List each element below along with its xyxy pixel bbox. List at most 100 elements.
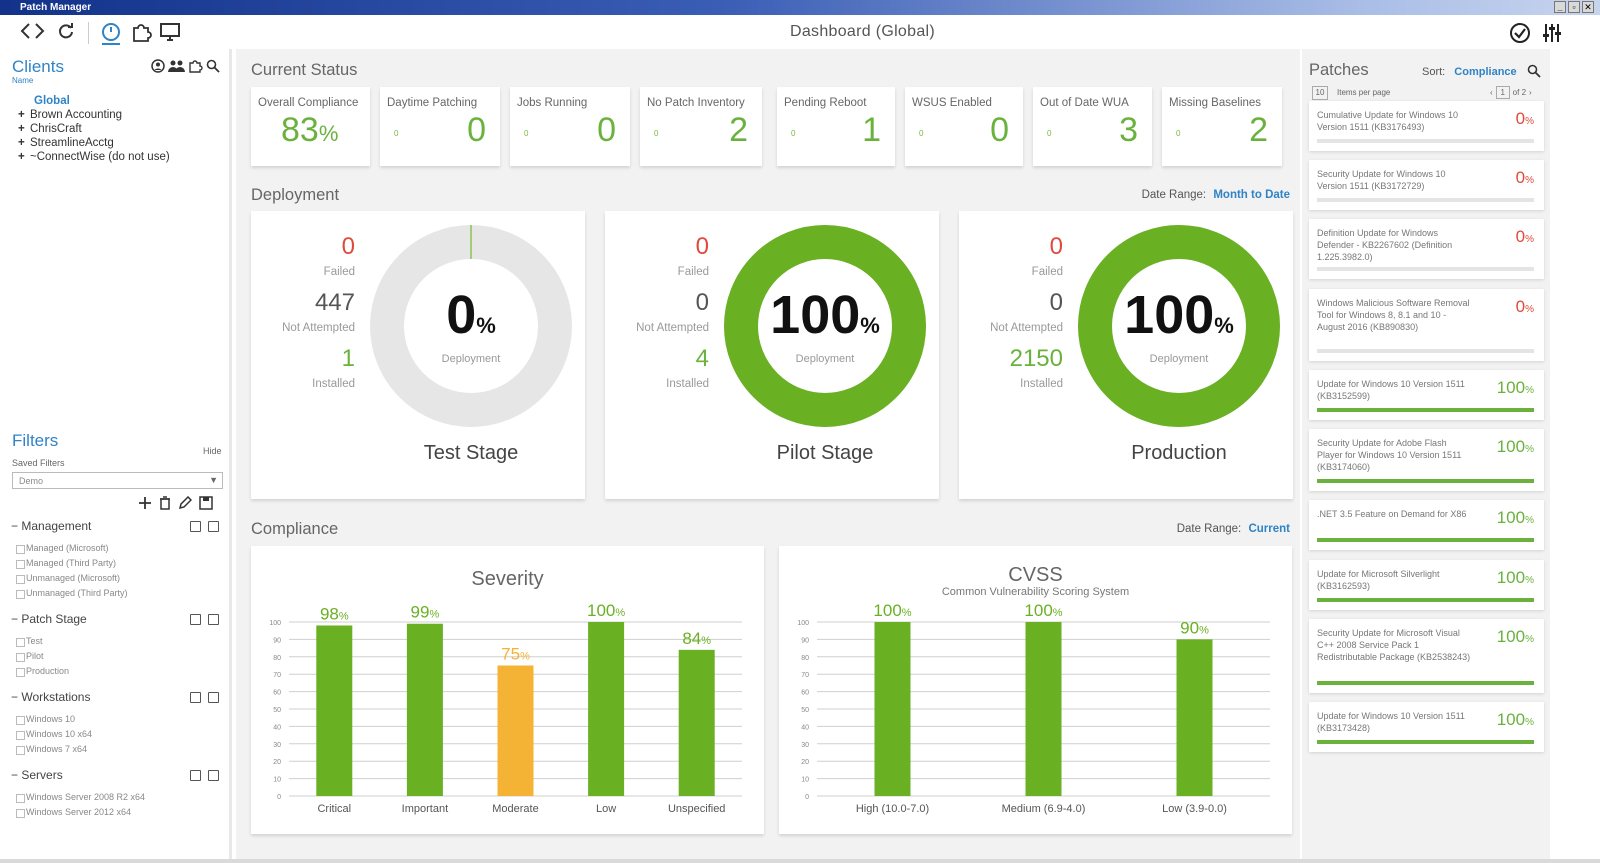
filter-checkbox[interactable]: Windows Server 2012 x64 <box>11 805 223 820</box>
items-per-page-select[interactable]: 10 <box>1312 86 1328 100</box>
status-card[interactable]: No Patch Inventory 0 2 <box>640 87 762 166</box>
minimize-icon[interactable]: _ <box>1554 1 1566 13</box>
hide-filters-link[interactable]: Hide <box>203 446 222 456</box>
check-circle-icon[interactable] <box>1508 22 1532 43</box>
filter-checkbox[interactable]: Managed (Third Party) <box>11 556 223 571</box>
percent-sign: % <box>1199 624 1209 636</box>
filter-section-header[interactable]: − Patch Stage <box>11 612 223 626</box>
users-group-icon[interactable] <box>168 59 186 76</box>
search-icon[interactable] <box>206 59 220 76</box>
filter-checkbox[interactable]: Unmanaged (Microsoft) <box>11 571 223 586</box>
refresh-icon[interactable] <box>56 22 76 42</box>
patch-item[interactable]: Update for Microsoft Silverlight (KB3162… <box>1309 560 1544 610</box>
filter-checkbox[interactable]: Unmanaged (Third Party) <box>11 586 223 601</box>
chevron-left-icon[interactable] <box>18 22 32 42</box>
filter-checkbox[interactable]: Pilot <box>11 649 223 664</box>
maximize-icon[interactable]: ▫ <box>1568 1 1580 13</box>
select-all-icon[interactable] <box>190 613 201 625</box>
expand-icon[interactable]: + <box>18 151 25 163</box>
patch-item[interactable]: Definition Update for Windows Defender -… <box>1309 219 1544 279</box>
user-icon[interactable] <box>151 59 165 76</box>
edit-icon[interactable] <box>178 495 193 515</box>
filter-checkbox[interactable]: Windows Server 2008 R2 x64 <box>11 790 223 805</box>
chevron-left-icon[interactable]: ‹ <box>1490 88 1493 97</box>
filter-section-tools <box>190 520 219 532</box>
patch-item[interactable]: Update for Windows 10 Version 1511 (KB31… <box>1309 370 1544 420</box>
monitor-icon[interactable] <box>159 22 181 42</box>
status-card[interactable]: Jobs Running 0 0 <box>510 87 630 166</box>
save-icon[interactable] <box>199 496 213 515</box>
patch-percent: 100% <box>1497 710 1534 730</box>
status-card[interactable]: Pending Reboot 0 1 <box>777 87 895 166</box>
filter-section-header[interactable]: − Management <box>11 519 223 533</box>
bar <box>1025 622 1062 796</box>
search-icon[interactable] <box>1527 64 1541 83</box>
deployment-stage-card[interactable]: 0 Failed 447 Not Attempted 1 Installed 0% Deplo… <box>251 211 585 499</box>
tree-item[interactable]: + ~ConnectWise (do not use) <box>18 150 170 164</box>
clients-title: Clients <box>12 57 64 76</box>
filter-checkbox[interactable]: Windows 7 x64 <box>11 742 223 757</box>
filter-checkbox[interactable]: Managed (Microsoft) <box>11 541 223 556</box>
filter-checkbox[interactable]: Test <box>11 634 223 649</box>
deployment-stage-card[interactable]: 0 Failed 0 Not Attempted 2150 Installed 100% De… <box>959 211 1293 499</box>
status-card[interactable]: Missing Baselines 0 2 <box>1162 87 1282 166</box>
clear-icon[interactable] <box>208 520 219 532</box>
patch-name: Windows Malicious Software Removal Tool … <box>1317 298 1470 332</box>
collapse-icon[interactable]: − <box>11 690 22 704</box>
sort-select[interactable]: Compliance <box>1454 66 1517 78</box>
collapse-icon[interactable]: − <box>11 519 22 533</box>
patch-item[interactable]: Update for Windows 10 Version 1511 (KB31… <box>1309 702 1544 752</box>
patch-item[interactable]: Cumulative Update for Windows 10 Version… <box>1309 101 1544 151</box>
tree-item-global[interactable]: Global <box>34 95 70 107</box>
collapse-icon[interactable]: − <box>11 612 22 626</box>
status-card[interactable]: Overall Compliance 83% <box>251 87 370 166</box>
data-label: 90% <box>1180 618 1209 637</box>
status-card[interactable]: Daytime Patching 0 0 <box>380 87 500 166</box>
collapse-icon[interactable]: − <box>11 768 22 782</box>
filter-checkbox[interactable]: Windows 10 <box>11 712 223 727</box>
patch-percent-value: 0 <box>1515 168 1526 187</box>
patch-item[interactable]: Windows Malicious Software Removal Tool … <box>1309 289 1544 361</box>
select-all-icon[interactable] <box>190 520 201 532</box>
delete-icon[interactable] <box>159 496 171 515</box>
expand-icon[interactable]: + <box>18 137 25 149</box>
data-label-value: 98 <box>320 604 339 623</box>
chevron-right-icon[interactable] <box>33 22 47 42</box>
select-all-icon[interactable] <box>190 691 201 703</box>
close-icon[interactable]: ✕ <box>1582 1 1594 13</box>
patch-item[interactable]: Security Update for Adobe Flash Player f… <box>1309 429 1544 491</box>
tree-item[interactable]: + ChrisCraft <box>18 122 170 136</box>
clear-icon[interactable] <box>208 691 219 703</box>
dashboard-icon[interactable] <box>100 22 122 45</box>
filter-checkbox[interactable]: Windows 10 x64 <box>11 727 223 742</box>
puzzle-icon[interactable] <box>189 59 203 76</box>
saved-filters-select[interactable]: Demo ▼ <box>12 472 223 489</box>
expand-icon[interactable]: + <box>18 109 25 121</box>
select-all-icon[interactable] <box>190 769 201 781</box>
patch-item[interactable]: Security Update for Microsoft Visual C++… <box>1309 619 1544 693</box>
tree-item[interactable]: + Brown Accounting <box>18 108 170 122</box>
clear-icon[interactable] <box>208 613 219 625</box>
filter-section-header[interactable]: − Workstations <box>11 690 223 704</box>
status-card-value: 0 <box>467 111 486 149</box>
patches-sort: Sort: Compliance <box>1422 66 1517 78</box>
deployment-stage-card[interactable]: 0 Failed 0 Not Attempted 4 Installed 100% Deplo… <box>605 211 939 499</box>
tree-item[interactable]: + StreamlineAcctg <box>18 136 170 150</box>
filter-checkbox[interactable]: Production <box>11 664 223 679</box>
sliders-icon[interactable] <box>1540 22 1564 42</box>
status-card[interactable]: WSUS Enabled 0 0 <box>905 87 1023 166</box>
clear-icon[interactable] <box>208 769 219 781</box>
percent-sign: % <box>339 610 349 622</box>
filter-section-header[interactable]: − Servers <box>11 768 223 782</box>
failed-label: Failed <box>677 266 709 278</box>
add-icon[interactable] <box>138 496 152 515</box>
patch-item[interactable]: Security Update for Windows 10 Version 1… <box>1309 160 1544 210</box>
expand-icon[interactable]: + <box>18 123 25 135</box>
status-card[interactable]: Out of Date WUA 0 3 <box>1033 87 1152 166</box>
page-input[interactable]: 1 <box>1495 86 1510 99</box>
chevron-right-icon[interactable]: › <box>1529 88 1532 97</box>
patch-item[interactable]: .NET 3.5 Feature on Demand for X86 100% <box>1309 500 1544 550</box>
puzzle-icon[interactable] <box>131 22 153 42</box>
date-range-link[interactable]: Month to Date <box>1213 189 1290 201</box>
date-range-link[interactable]: Current <box>1248 523 1290 535</box>
